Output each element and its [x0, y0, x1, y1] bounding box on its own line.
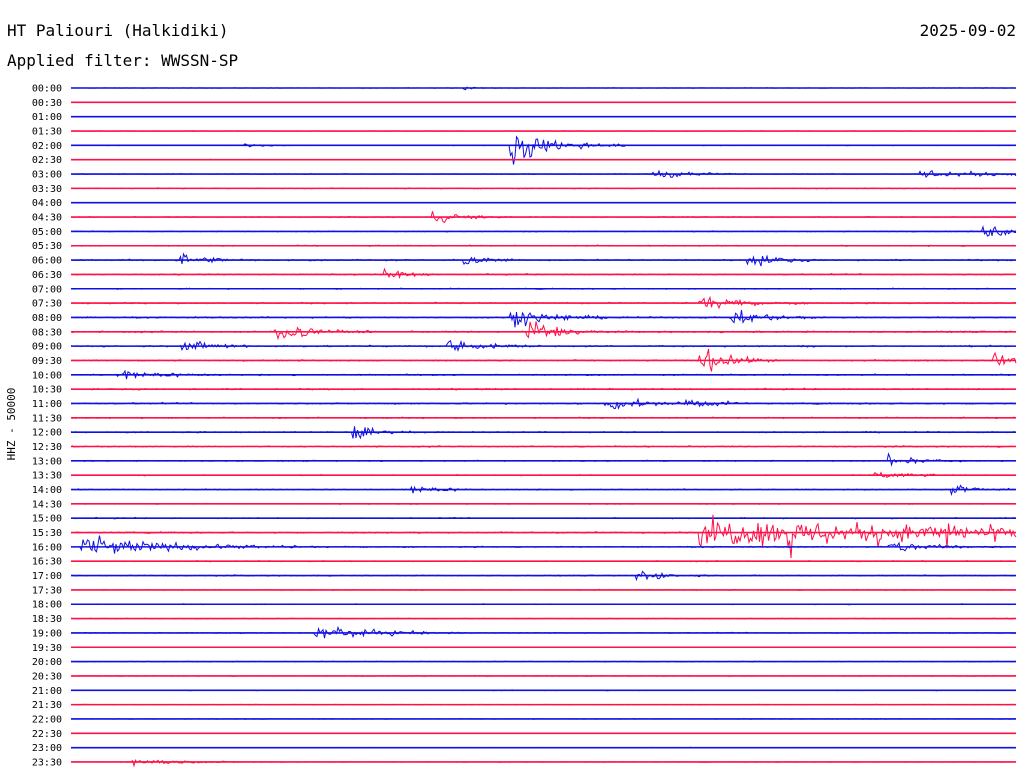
trace-0630 — [71, 267, 1017, 280]
time-tick-1900: 19:00 — [32, 628, 62, 639]
time-tick-1500: 15:00 — [32, 514, 62, 525]
trace-0830 — [70, 321, 1017, 341]
time-tick-0930: 09:30 — [32, 356, 62, 367]
time-tick-1000: 10:00 — [32, 370, 62, 381]
time-tick-0030: 00:30 — [32, 98, 62, 109]
time-tick-1530: 15:30 — [32, 528, 62, 539]
date-label: 2025-09-02 — [919, 21, 1016, 40]
time-tick-0500: 05:00 — [32, 227, 62, 238]
time-tick-0000: 00:00 — [32, 84, 62, 95]
time-tick-2300: 23:00 — [32, 743, 62, 754]
time-tick-2000: 20:00 — [32, 657, 62, 668]
station-title: HT Paliouri (Halkidiki) — [7, 21, 229, 40]
time-tick-1030: 10:30 — [32, 385, 62, 396]
trace-1530 — [70, 514, 1017, 559]
time-tick-0800: 08:00 — [32, 313, 62, 324]
time-tick-0400: 04:00 — [32, 198, 62, 209]
time-tick-0130: 01:30 — [32, 127, 62, 138]
time-tick-0600: 06:00 — [32, 256, 62, 267]
time-tick-0330: 03:30 — [32, 184, 62, 195]
time-tick-1830: 18:30 — [32, 614, 62, 625]
seismogram-traces — [70, 86, 1017, 768]
time-tick-1400: 14:00 — [32, 485, 62, 496]
time-tick-0430: 04:30 — [32, 213, 62, 224]
time-tick-2330: 23:30 — [32, 757, 62, 768]
time-tick-labels: 00:00 00:30 01:00 01:30 02:00 02:30 03:00 03:30… — [32, 84, 62, 769]
time-tick-1130: 11:30 — [32, 413, 62, 424]
time-tick-1430: 14:30 — [32, 499, 62, 510]
time-tick-0700: 07:00 — [32, 284, 62, 295]
time-tick-2230: 22:30 — [32, 729, 62, 740]
time-tick-0900: 09:00 — [32, 342, 62, 353]
trace-1300 — [70, 452, 1017, 467]
time-tick-1730: 17:30 — [32, 585, 62, 596]
time-tick-1630: 16:30 — [32, 557, 62, 568]
time-tick-0730: 07:30 — [32, 299, 62, 310]
filter-label: Applied filter: WWSSN-SP — [7, 51, 239, 70]
time-tick-2130: 21:30 — [32, 700, 62, 711]
time-tick-0230: 02:30 — [32, 155, 62, 166]
time-tick-0300: 03:00 — [32, 170, 62, 181]
time-tick-2030: 20:30 — [32, 671, 62, 682]
time-tick-0630: 06:30 — [32, 270, 62, 281]
time-tick-0200: 02:00 — [32, 141, 62, 152]
time-tick-0100: 01:00 — [32, 112, 62, 123]
time-tick-1700: 17:00 — [32, 571, 62, 582]
time-tick-1230: 12:30 — [32, 442, 62, 453]
trace-2330 — [70, 758, 1016, 768]
time-tick-1200: 12:00 — [32, 428, 62, 439]
time-tick-1330: 13:30 — [32, 471, 62, 482]
time-tick-1300: 13:00 — [32, 456, 62, 467]
time-tick-0530: 05:30 — [32, 241, 62, 252]
time-tick-2100: 21:00 — [32, 686, 62, 697]
time-tick-0830: 08:30 — [32, 327, 62, 338]
time-tick-1930: 19:30 — [32, 643, 62, 654]
time-tick-2200: 22:00 — [32, 714, 62, 725]
trace-1600 — [70, 535, 1017, 554]
time-tick-1800: 18:00 — [32, 600, 62, 611]
y-axis-label: HHZ - 50000 — [5, 388, 18, 461]
time-tick-1100: 11:00 — [32, 399, 62, 410]
time-tick-1600: 16:00 — [32, 542, 62, 553]
